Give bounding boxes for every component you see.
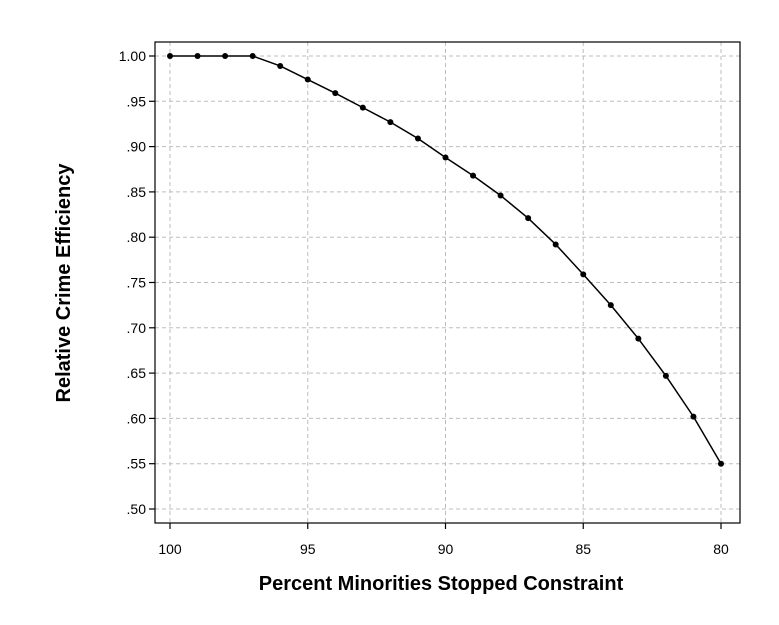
x-tick-label: 100 — [158, 541, 182, 557]
y-tick-label: .75 — [127, 275, 147, 291]
y-tick-label: .95 — [127, 93, 147, 109]
data-point — [167, 53, 173, 59]
axis-ticks: .50 .55 .60 .65 .70 .75 .80 .85 .90 .95 1.00 100 95 9… — [119, 48, 729, 557]
data-point — [470, 172, 477, 179]
x-tick-label: 90 — [438, 541, 454, 557]
y-tick-label: 1.00 — [119, 48, 146, 64]
data-point — [277, 62, 284, 69]
data-point — [552, 241, 559, 248]
data-point — [497, 192, 504, 199]
y-tick-label: .85 — [127, 184, 147, 200]
grid — [155, 42, 740, 523]
x-axis-title: Percent Minorities Stopped Constraint — [259, 573, 624, 595]
y-tick-label: .90 — [127, 139, 147, 155]
x-tick-label: 85 — [575, 541, 591, 557]
y-axis-title: Relative Crime Efficiency — [53, 163, 75, 403]
data-point — [359, 104, 366, 111]
y-tick-label: .70 — [127, 320, 147, 336]
x-tick-label: 80 — [713, 541, 729, 557]
y-tick-label: .50 — [127, 501, 147, 517]
data-point — [194, 53, 201, 59]
data-point — [718, 460, 724, 467]
data-point — [690, 413, 697, 420]
x-tick-label: 95 — [300, 541, 316, 557]
data-point — [662, 372, 669, 379]
series — [167, 53, 724, 467]
data-point — [249, 53, 256, 59]
data-point — [387, 119, 394, 126]
y-tick-label: .80 — [127, 229, 147, 245]
y-tick-label: .60 — [127, 410, 147, 426]
data-point — [304, 76, 311, 83]
y-tick-label: .65 — [127, 365, 147, 381]
data-point — [332, 90, 339, 97]
data-point — [414, 135, 421, 142]
y-tick-label: .55 — [127, 456, 147, 472]
data-point — [580, 271, 587, 278]
data-point — [222, 53, 229, 59]
data-point — [607, 302, 614, 309]
data-point — [525, 215, 532, 222]
data-point — [635, 335, 642, 342]
data-point — [442, 154, 449, 161]
